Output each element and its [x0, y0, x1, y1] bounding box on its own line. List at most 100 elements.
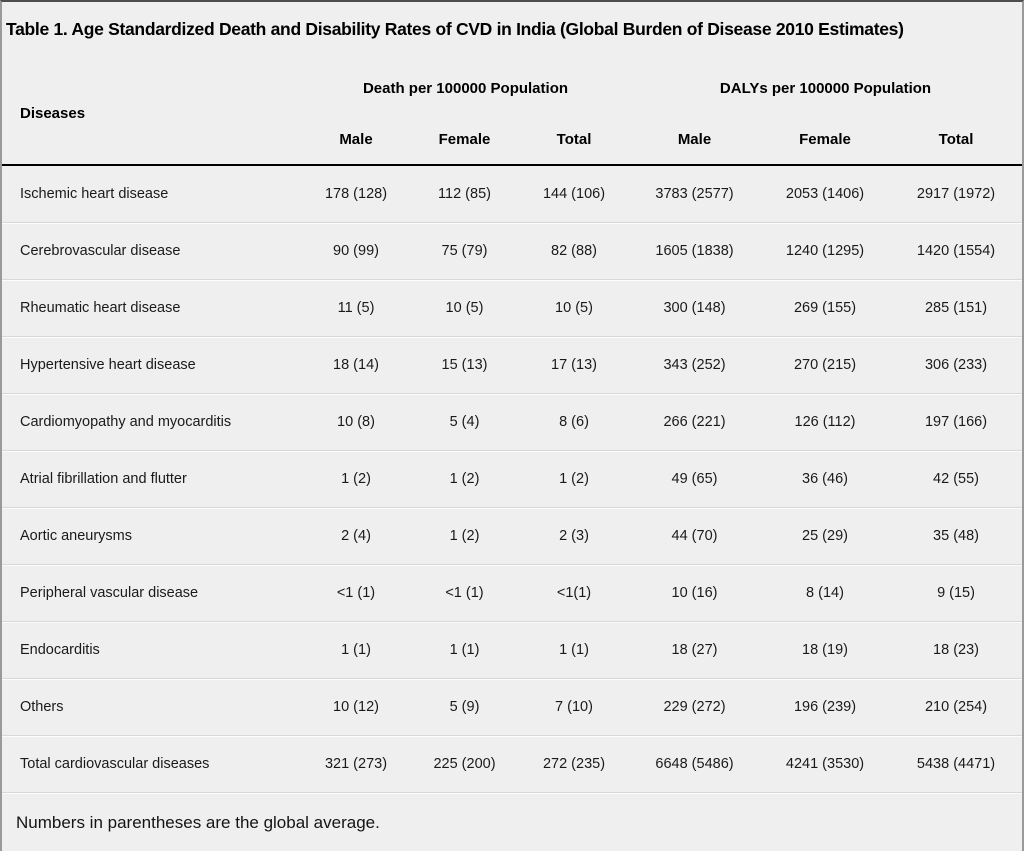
cell-value: 210 (254): [890, 677, 1022, 735]
cell-value: 15 (13): [410, 335, 519, 393]
cell-value: 10 (12): [302, 677, 410, 735]
cell-value: 1 (1): [410, 620, 519, 678]
cell-value: 196 (239): [760, 677, 890, 735]
cvd-rates-table: Diseases Death per 100000 Population DAL…: [2, 62, 1022, 792]
cell-value: 5 (4): [410, 392, 519, 450]
cell-value: 35 (48): [890, 506, 1022, 564]
cell-value: 270 (215): [760, 335, 890, 393]
cell-value: 17 (13): [519, 335, 629, 393]
cell-value: 44 (70): [629, 506, 760, 564]
cell-value: 10 (5): [410, 278, 519, 336]
cell-value: 266 (221): [629, 392, 760, 450]
cell-value: 10 (8): [302, 392, 410, 450]
cell-value: 25 (29): [760, 506, 890, 564]
cell-value: 1 (1): [302, 620, 410, 678]
cell-value: 5 (9): [410, 677, 519, 735]
group-header-row: Diseases Death per 100000 Population DAL…: [2, 62, 1022, 122]
cell-value: 11 (5): [302, 278, 410, 336]
cell-value: 90 (99): [302, 221, 410, 279]
sub-header-row: Male Female Total Male Female Total: [2, 114, 1022, 165]
group-header-dalys: DALYs per 100000 Population: [719, 79, 932, 97]
col-header-daly-male: Male: [677, 130, 712, 148]
cell-value: 18 (14): [302, 335, 410, 393]
disease-name: Cerebrovascular disease: [2, 221, 302, 279]
cell-value: 272 (235): [519, 734, 629, 792]
cell-value: 1240 (1295): [760, 221, 890, 279]
cell-value: 49 (65): [629, 449, 760, 507]
cell-value: 343 (252): [629, 335, 760, 393]
cell-value: 18 (19): [760, 620, 890, 678]
table-body: Ischemic heart disease 178 (128) 112 (85…: [2, 164, 1022, 792]
col-header-death-female: Female: [438, 130, 491, 148]
cell-value: 75 (79): [410, 221, 519, 279]
cell-value: 285 (151): [890, 278, 1022, 336]
cell-value: 2053 (1406): [760, 164, 890, 222]
col-header-death-male: Male: [339, 130, 373, 148]
table-header: Diseases Death per 100000 Population DAL…: [2, 62, 1022, 165]
disease-name: Cardiomyopathy and myocarditis: [2, 392, 302, 450]
cell-value: 6648 (5486): [629, 734, 760, 792]
cell-value: 1420 (1554): [890, 221, 1022, 279]
cell-value: 36 (46): [760, 449, 890, 507]
disease-name: Others: [2, 677, 302, 735]
footnote: Numbers in parentheses are the global av…: [2, 792, 1022, 851]
cell-value: 18 (27): [629, 620, 760, 678]
cell-value: <1 (1): [302, 563, 410, 621]
cell-value: 4241 (3530): [760, 734, 890, 792]
cell-value: 1 (2): [410, 506, 519, 564]
cell-value: 3783 (2577): [629, 164, 760, 222]
cell-value: <1(1): [519, 563, 629, 621]
disease-name: Aortic aneurysms: [2, 506, 302, 564]
cell-value: 82 (88): [519, 221, 629, 279]
col-header-death-total: Total: [556, 130, 592, 148]
table-row: Cerebrovascular disease 90 (99) 75 (79) …: [2, 221, 1022, 279]
cell-value: 2917 (1972): [890, 164, 1022, 222]
cell-value: 321 (273): [302, 734, 410, 792]
disease-name: Endocarditis: [2, 620, 302, 678]
cell-value: 126 (112): [760, 392, 890, 450]
group-header-death: Death per 100000 Population: [362, 79, 569, 97]
table-row: Ischemic heart disease 178 (128) 112 (85…: [2, 164, 1022, 222]
cell-value: 9 (15): [890, 563, 1022, 621]
cell-value: 197 (166): [890, 392, 1022, 450]
cell-value: 112 (85): [410, 164, 519, 222]
table-row: Atrial fibrillation and flutter 1 (2) 1 …: [2, 449, 1022, 507]
cell-value: 1 (2): [519, 449, 629, 507]
table-row: Cardiomyopathy and myocarditis 10 (8) 5 …: [2, 392, 1022, 450]
cell-value: 144 (106): [519, 164, 629, 222]
disease-name: Rheumatic heart disease: [2, 278, 302, 336]
cell-value: 42 (55): [890, 449, 1022, 507]
cell-value: 1605 (1838): [629, 221, 760, 279]
cell-value: 178 (128): [302, 164, 410, 222]
cell-value: 2 (4): [302, 506, 410, 564]
cell-value: 10 (5): [519, 278, 629, 336]
table-row: Peripheral vascular disease <1 (1) <1 (1…: [2, 563, 1022, 621]
cell-value: 18 (23): [890, 620, 1022, 678]
cell-value: 2 (3): [519, 506, 629, 564]
table-row: Endocarditis 1 (1) 1 (1) 1 (1) 18 (27) 1…: [2, 620, 1022, 678]
cell-value: 1 (2): [410, 449, 519, 507]
table-title: Table 1. Age Standardized Death and Disa…: [6, 19, 904, 39]
cell-value: 8 (14): [760, 563, 890, 621]
cell-value: 1 (2): [302, 449, 410, 507]
cell-value: <1 (1): [410, 563, 519, 621]
disease-name: Hypertensive heart disease: [2, 335, 302, 393]
col-header-daly-total: Total: [938, 130, 974, 148]
col-header-daly-female: Female: [799, 130, 851, 148]
table-row: Aortic aneurysms 2 (4) 1 (2) 2 (3) 44 (7…: [2, 506, 1022, 564]
table-row: Rheumatic heart disease 11 (5) 10 (5) 10…: [2, 278, 1022, 336]
table-row: Others 10 (12) 5 (9) 7 (10) 229 (272) 19…: [2, 677, 1022, 735]
disease-name: Atrial fibrillation and flutter: [2, 449, 302, 507]
cell-value: 225 (200): [410, 734, 519, 792]
cell-value: 300 (148): [629, 278, 760, 336]
disease-name: Ischemic heart disease: [2, 164, 302, 222]
cell-value: 306 (233): [890, 335, 1022, 393]
cell-value: 7 (10): [519, 677, 629, 735]
table-row: Total cardiovascular diseases 321 (273) …: [2, 734, 1022, 792]
cell-value: 8 (6): [519, 392, 629, 450]
col-header-diseases: Diseases: [20, 104, 86, 122]
table-row: Hypertensive heart disease 18 (14) 15 (1…: [2, 335, 1022, 393]
disease-name: Peripheral vascular disease: [2, 563, 302, 621]
cell-value: 229 (272): [629, 677, 760, 735]
